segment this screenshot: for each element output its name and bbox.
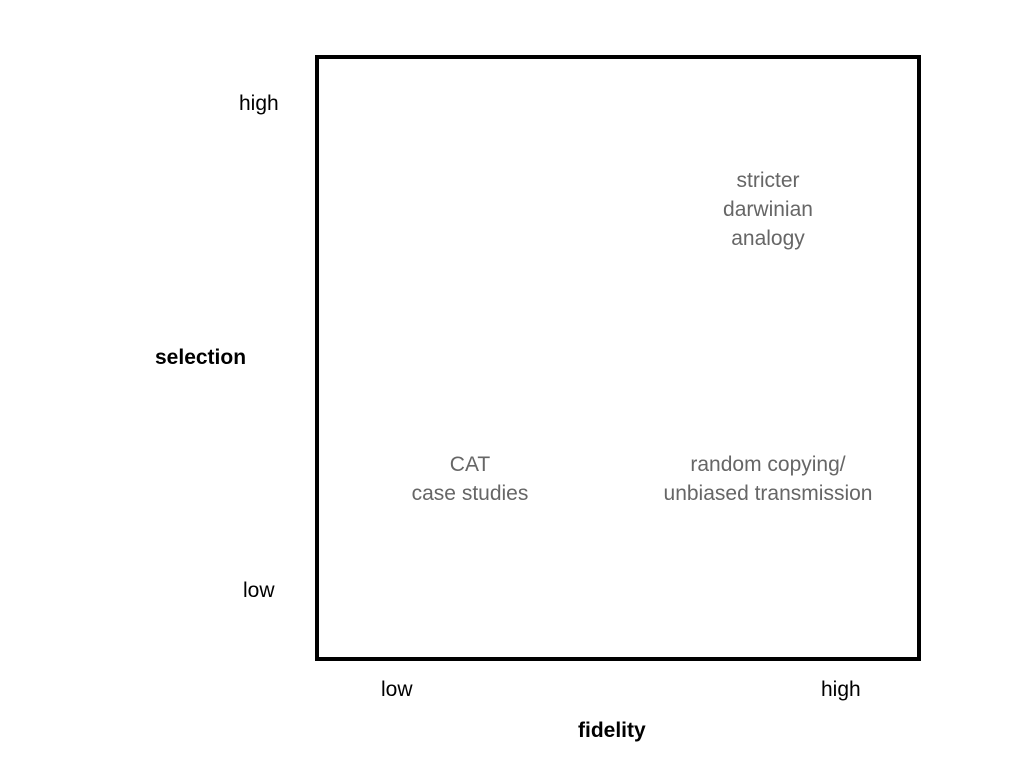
region-cat-case-studies: CAT case studies bbox=[411, 453, 529, 505]
quadrant-frame bbox=[315, 55, 921, 661]
x-axis-high-label: high bbox=[821, 678, 861, 701]
region-stricter-darwinian-analogy: stricter darwinian analogy bbox=[723, 169, 813, 250]
x-axis-low-label: low bbox=[381, 678, 413, 701]
y-axis-low-label: low bbox=[243, 579, 275, 602]
region-random-copying: random copying/ unbiased transmission bbox=[663, 453, 873, 505]
y-axis-title: selection bbox=[155, 346, 247, 369]
x-axis-title: fidelity bbox=[578, 719, 646, 742]
y-axis-high-label: high bbox=[239, 92, 279, 115]
